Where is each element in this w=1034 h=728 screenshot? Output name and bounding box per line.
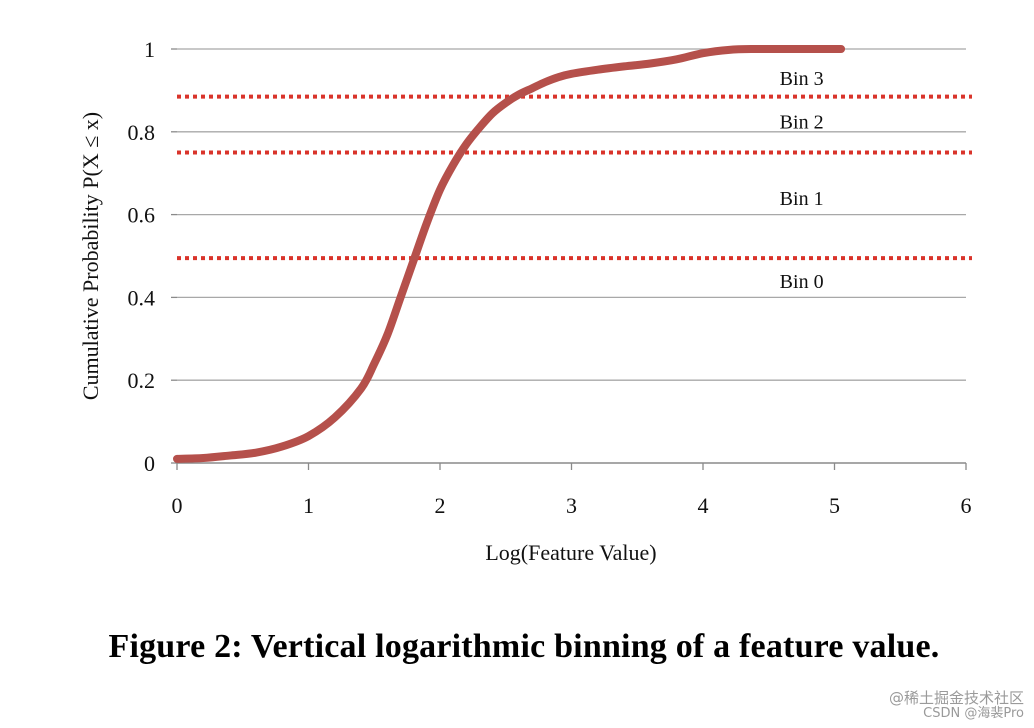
x-tick-label: 4 (698, 493, 709, 518)
bin-labels: Bin 0 Bin 1 Bin 2 Bin 3 (780, 68, 824, 293)
x-tick-label: 6 (961, 493, 972, 518)
bin-label: Bin 2 (780, 111, 824, 133)
x-axis (171, 48, 967, 470)
watermark-line-2: CSDN @海裴Pro (923, 706, 1024, 722)
y-tick-label: 0.8 (128, 120, 156, 145)
cdf-series (173, 44, 846, 463)
bin-label: Bin 1 (780, 188, 824, 210)
figure-caption: Figure 2: Vertical logarithmic binning o… (108, 628, 940, 665)
bin-label: Bin 3 (780, 68, 824, 90)
watermark-line-1: @稀土掘金技术社区 (888, 688, 1024, 707)
y-tick-label: 0 (144, 451, 155, 476)
chart-svg: Bin 0 Bin 1 Bin 2 Bin 3 0 0.2 0.4 0.6 0.8 1 0 1 2 3 4… (78, 37, 972, 565)
bin-label: Bin 0 (780, 271, 824, 293)
x-tick-label: 5 (829, 493, 840, 518)
x-tick-label: 0 (172, 493, 183, 518)
y-tick-label: 0.6 (128, 203, 156, 228)
bin-threshold-lines (177, 94, 972, 261)
cdf-chart: Bin 0 Bin 1 Bin 2 Bin 3 0 0.2 0.4 0.6 0.8 1 0 1 2 3 4… (78, 37, 972, 565)
grid-lines (177, 48, 966, 381)
tick-labels: 0 0.2 0.4 0.6 0.8 1 0 1 2 3 4 5 6 (128, 37, 972, 518)
y-axis-title: Cumulative Probability P(X ≤ x) (78, 112, 103, 400)
y-tick-label: 1 (144, 37, 155, 62)
y-tick-label: 0.4 (128, 285, 156, 310)
x-tick-label: 3 (566, 493, 577, 518)
cdf-line (173, 44, 846, 463)
x-tick-label: 1 (303, 493, 314, 518)
watermark: @稀土掘金技术社区 CSDN @海裴Pro (888, 688, 1024, 722)
x-axis-title: Log(Feature Value) (485, 540, 656, 565)
y-tick-label: 0.2 (128, 368, 156, 393)
x-tick-label: 2 (435, 493, 446, 518)
